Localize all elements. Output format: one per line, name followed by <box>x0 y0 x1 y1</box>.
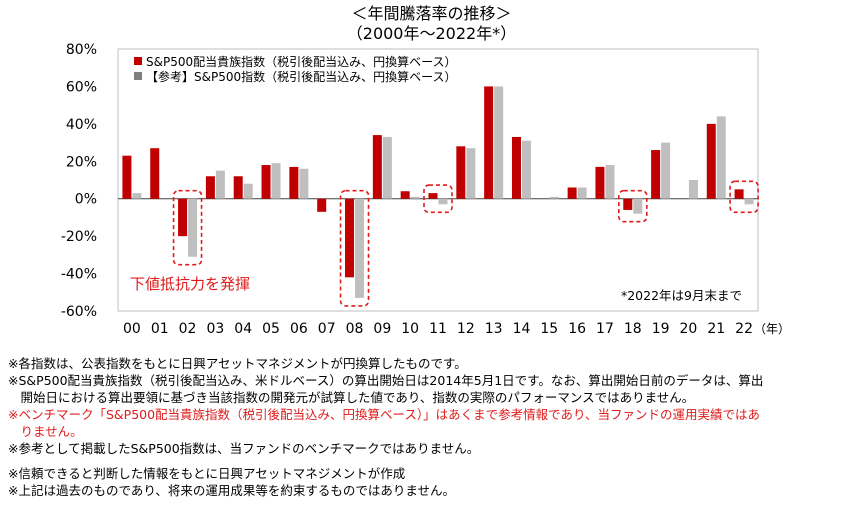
bar-sp500-04 <box>243 183 253 199</box>
footnote-line: りません。 <box>8 424 83 439</box>
chart-title-line2: （2000年～2022年*） <box>346 24 517 43</box>
x-tick-label: 05 <box>262 321 280 337</box>
chart-title-line1: ＜年間騰落率の推移＞ <box>351 4 512 23</box>
bar-dividend-aristocrats-13 <box>484 86 494 199</box>
bar-sp500-03 <box>215 170 225 199</box>
bar-sp500-13 <box>494 86 504 199</box>
bar-dividend-aristocrats-12 <box>456 146 466 199</box>
bar-dividend-aristocrats-01 <box>150 148 160 199</box>
highlight-box-11 <box>423 184 453 214</box>
legend-label: S&P500配当貴族指数（税引後配当込み、円換算ベース） <box>146 54 457 69</box>
highlight-box-08 <box>339 189 370 307</box>
legend-marker <box>134 72 142 80</box>
y-tick-label: 0% <box>75 192 97 208</box>
x-tick-label: 17 <box>596 321 614 337</box>
bar-dividend-aristocrats-17 <box>595 166 605 199</box>
bar-dividend-aristocrats-19 <box>651 150 661 199</box>
bar-sp500-02 <box>188 198 198 257</box>
bar-sp500-10 <box>410 196 420 199</box>
bar-dividend-aristocrats-04 <box>233 176 243 199</box>
x-tick-label: 06 <box>290 321 308 337</box>
x-tick-label: 15 <box>540 321 558 337</box>
footnote-line: ※信頼できると判断した情報をもとに日興アセットマネジメントが作成 <box>8 466 406 481</box>
bar-dividend-aristocrats-21 <box>706 123 716 199</box>
chart: 80% 60% 40% 20% 0% -20% -40% -60% 00 01 02 03 04 05 06… <box>61 42 790 337</box>
annotation-label: 下値抵抗力を発揮 <box>130 275 250 293</box>
y-tick-label: 60% <box>66 79 97 95</box>
bar-sp500-00 <box>132 193 142 199</box>
x-tick-label: 14 <box>513 321 531 337</box>
bar-dividend-aristocrats-05 <box>261 165 271 199</box>
bar-dividend-aristocrats-10 <box>400 191 410 199</box>
y-tick-label: -60% <box>61 304 97 320</box>
highlight-box-18 <box>617 189 648 223</box>
bar-dividend-aristocrats-14 <box>511 136 521 199</box>
footnote-line: 開始日における算出要領に基づき当該指数の開発元が試算した値であり、指数の実際のパ… <box>8 390 695 405</box>
x-tick-label: 10 <box>401 321 419 337</box>
bar-sp500-05 <box>271 163 281 199</box>
x-axis-unit: （年） <box>754 322 790 336</box>
x-tick-label: 11 <box>429 321 447 337</box>
bar-dividend-aristocrats-03 <box>205 176 215 199</box>
bar-sp500-06 <box>299 168 309 199</box>
footnotes: ※各指数は、公表指数をもとに日興アセットマネジメントが円換算したものです。 ※S&… <box>8 355 858 499</box>
bar-sp500-15 <box>549 196 559 199</box>
x-tick-label: 07 <box>318 321 336 337</box>
bar-dividend-aristocrats-16 <box>567 187 577 199</box>
x-tick-label: 02 <box>179 321 197 337</box>
notes-spacer <box>8 457 858 465</box>
y-tick-label: -40% <box>61 267 97 283</box>
bar-sp500-12 <box>466 148 476 199</box>
bar-dividend-aristocrats-00 <box>122 155 132 199</box>
bar-sp500-18 <box>633 198 643 214</box>
bar-sp500-21 <box>716 116 726 199</box>
bar-dividend-aristocrats-07 <box>317 198 327 212</box>
x-tick-label: 13 <box>485 321 503 337</box>
x-tick-label: 21 <box>707 321 725 337</box>
bar-sp500-11 <box>438 198 448 205</box>
x-tick-label: 16 <box>568 321 586 337</box>
y-tick-label: -20% <box>61 229 97 245</box>
footnote-line: ※S&P500配当貴族指数（税引後配当込み、米ドルベース）の算出開始日は2014… <box>8 373 764 388</box>
bar-dividend-aristocrats-11 <box>428 193 438 199</box>
bar-dividend-aristocrats-06 <box>289 166 299 199</box>
y-tick-label: 80% <box>66 42 97 58</box>
x-tick-label: 22 <box>735 321 753 337</box>
legend-marker <box>134 57 142 65</box>
bar-dividend-aristocrats-18 <box>623 198 633 210</box>
chart-footnote: *2022年は9月末まで <box>621 288 742 303</box>
x-tick-label: 00 <box>123 321 141 337</box>
y-tick-label: 40% <box>66 117 97 133</box>
legend-label: 【参考】S&P500指数（税引後配当込み、円換算ベース） <box>146 69 457 84</box>
x-tick-label: 01 <box>151 321 169 337</box>
x-tick-label: 04 <box>234 321 252 337</box>
x-tick-label: 18 <box>624 321 642 337</box>
footnote-line: ※参考として掲載したS&P500指数は、当ファンドのベンチマークではありません。 <box>8 441 480 456</box>
bar-sp500-20 <box>688 180 698 199</box>
x-tick-label: 08 <box>346 321 364 337</box>
bar-sp500-17 <box>605 165 615 199</box>
x-tick-label: 09 <box>373 321 391 337</box>
x-tick-label: 12 <box>457 321 475 337</box>
bar-dividend-aristocrats-09 <box>372 135 382 199</box>
footnote-line: ※ベンチマーク「S&P500配当貴族指数（税引後配当込み、円換算ベース）」はあく… <box>8 407 761 422</box>
footnote-line: ※各指数は、公表指数をもとに日興アセットマネジメントが円換算したものです。 <box>8 356 467 371</box>
bar-sp500-22 <box>744 198 754 205</box>
plot-area-border <box>117 48 759 312</box>
bar-sp500-09 <box>382 136 392 199</box>
bar-sp500-16 <box>577 187 587 199</box>
bar-sp500-08 <box>355 198 365 298</box>
x-tick-label: 03 <box>206 321 224 337</box>
footnote-line: ※上記は過去のものであり、将来の運用成果等を約束するものではありません。 <box>8 483 455 498</box>
bar-sp500-14 <box>521 140 531 199</box>
highlight-box-22 <box>729 180 759 214</box>
bar-sp500-19 <box>661 142 671 199</box>
bar-dividend-aristocrats-22 <box>734 189 744 199</box>
bar-dividend-aristocrats-02 <box>178 198 188 237</box>
x-tick-label: 19 <box>652 321 670 337</box>
highlight-box-02 <box>172 189 203 266</box>
bar-dividend-aristocrats-08 <box>345 198 355 278</box>
y-tick-label: 20% <box>66 154 97 170</box>
x-tick-label: 20 <box>680 321 698 337</box>
